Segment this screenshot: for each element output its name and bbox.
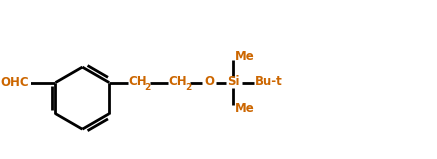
Text: Me: Me <box>235 102 255 115</box>
Text: CH: CH <box>128 75 147 88</box>
Text: 2: 2 <box>185 83 191 92</box>
Text: 2: 2 <box>144 83 151 92</box>
Text: Me: Me <box>235 50 255 63</box>
Text: OHC: OHC <box>0 76 29 89</box>
Text: O: O <box>204 75 214 88</box>
Text: CH: CH <box>169 75 187 88</box>
Text: Bu-t: Bu-t <box>255 75 282 88</box>
Text: Si: Si <box>227 75 239 88</box>
